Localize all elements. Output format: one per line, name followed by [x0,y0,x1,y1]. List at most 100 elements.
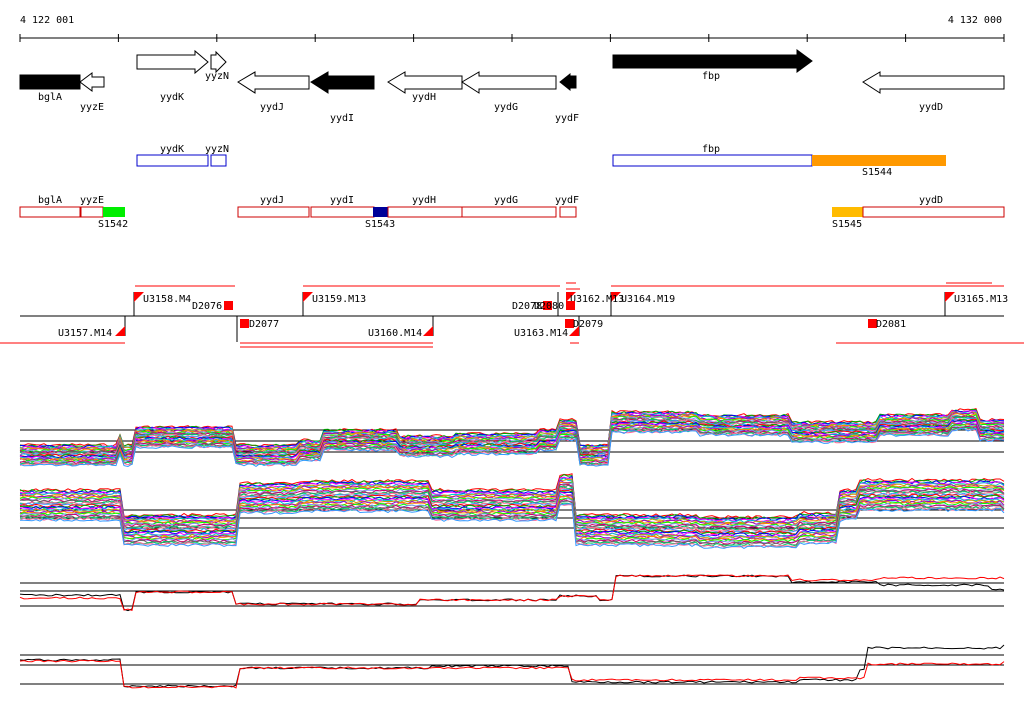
lower-cds-box-yydF[interactable] [559,206,577,218]
profile-line [19,427,1005,468]
gene-arrow-yydG[interactable] [461,71,557,94]
gene-arrow-fbp[interactable] [612,49,813,73]
gene-arrow-yyzN[interactable] [210,50,227,74]
profile-line [19,417,1005,457]
gene-arrow-yydI[interactable] [310,71,375,94]
transcription-unit-track: U3158.M4 U3159.M13 U3162.M13 U3164.M19 U… [0,282,1024,348]
lower-segment-S1543[interactable] [373,207,389,217]
profile-line [19,574,1005,612]
gene-label-yydJ: yydJ [260,102,284,113]
profile-line [19,659,1005,689]
breakpoint-label-D2079: D2079 [573,319,603,330]
coordinate-ruler: 4 122 001 4 132 000 [19,15,1005,42]
profile-line [19,644,1005,688]
profile-line [19,500,1005,546]
profile-line [19,491,1005,537]
profile-line [20,475,1005,522]
lower-cds-label-yydF: yydF [555,195,579,206]
upper-cds-box-fbp[interactable] [612,154,813,167]
gene-label-fbp: fbp [702,71,720,82]
tu-label-U3164: U3164.M19 [621,294,675,305]
profile-line [19,482,1005,529]
gene-arrow-yydF[interactable] [559,72,577,92]
lower-cds-label-yydG: yydG [494,195,518,206]
summary-profile-upper [19,574,1005,612]
lower-segment-S1542[interactable] [103,207,125,217]
profile-line [19,480,1005,528]
upper-cds-label-yydK: yydK [160,144,184,155]
breakpoint-marker[interactable] [566,301,575,310]
lower-cds-label-yydD: yydD [919,195,943,206]
gene-arrow-yydK[interactable] [136,49,209,75]
lower-segment-label-S1545: S1545 [832,219,862,230]
lower-cds-box-yydI[interactable] [310,206,375,218]
lower-cds-box-bglA[interactable] [19,206,81,218]
lower-cds-box-yydG[interactable] [461,206,557,218]
tu-marker[interactable] [134,292,144,302]
gene-label-yydH: yydH [412,92,436,103]
ruler-ticks [19,34,1005,42]
lower-segment-label-S1542: S1542 [98,219,128,230]
upper-segment-label-S1544: S1544 [862,167,892,178]
gene-arrow-yydH[interactable] [387,71,463,94]
breakpoint-marker[interactable] [868,319,877,328]
upper-segment-S1544[interactable] [812,155,946,166]
gene-arrow-yydD[interactable] [862,71,1005,94]
breakpoint-marker[interactable] [224,301,233,310]
lower-cds-box-yydH[interactable] [387,206,463,218]
profile-line [19,503,1005,549]
expression-panel-4 [19,644,1005,689]
lower-cds-box-yydJ[interactable] [237,206,310,218]
gene-arrow-bglA[interactable] [19,74,81,90]
gene-label-yydF: yydF [555,113,579,124]
upper-cds-label-fbp: fbp [702,144,720,155]
breakpoint-label-D2076: D2076 [192,301,222,312]
breakpoint-label-D2077: D2077 [249,319,279,330]
gene-arrow-yydJ[interactable] [237,71,310,94]
tu-marker[interactable] [115,326,125,336]
expression-panel-3 [19,574,1005,612]
tu-label-U3158: U3158.M4 [143,294,191,305]
lower-cds-label-yydJ: yydJ [260,195,284,206]
tu-marker[interactable] [945,292,955,302]
gene-label-yydD: yydD [919,102,943,113]
lower-cds-label-yydI: yydI [330,195,354,206]
tu-marker[interactable] [303,292,313,302]
profile-line [19,416,1005,456]
tu-marker[interactable] [611,292,621,302]
profile-line [19,574,1005,612]
upper-cds-box-yydK[interactable] [136,154,209,167]
upper-cds-box-yyzN[interactable] [210,154,227,167]
tu-marker[interactable] [569,326,579,336]
lower-cds-box-yyzE[interactable] [80,206,104,218]
gene-label-yydG: yydG [494,102,518,113]
lower-cds-label-yydH: yydH [412,195,436,206]
lower-cds-box-yydD[interactable] [862,206,1005,218]
tu-label-U3165: U3165.M13 [954,294,1008,305]
breakpoint-marker[interactable] [543,301,552,310]
profile-line [19,425,1004,465]
gene-arrow-yyzE[interactable] [79,72,105,92]
expression-panel-1 [19,407,1005,468]
profile-line [19,411,1005,451]
tu-marker[interactable] [566,292,576,302]
tu-label-U3160: U3160.M14 [368,328,422,339]
lower-cds-label-yyzE: yyzE [80,195,104,206]
gene-label-yydK: yydK [160,92,184,103]
lower-segment-S1545[interactable] [832,207,863,217]
tu-marker[interactable] [423,326,433,336]
breakpoint-marker[interactable] [240,319,249,328]
tu-label-U3162: U3162.M13 [570,294,624,305]
breakpoint-label-D2081: D2081 [876,319,906,330]
gene-label-bglA: bglA [38,92,62,103]
profile-line [19,415,1005,454]
breakpoint-marker[interactable] [565,319,574,328]
expression-profiles-upper [19,407,1005,468]
profile-line [19,424,1005,464]
tu-label-U3163: U3163.M14 [514,328,568,339]
breakpoint-label-D2078: D2078 [512,301,542,312]
lower-cds-label-bglA: bglA [38,195,62,206]
ruler-end-label: 4 132 000 [948,15,1002,26]
expression-panel-2 [19,473,1005,549]
